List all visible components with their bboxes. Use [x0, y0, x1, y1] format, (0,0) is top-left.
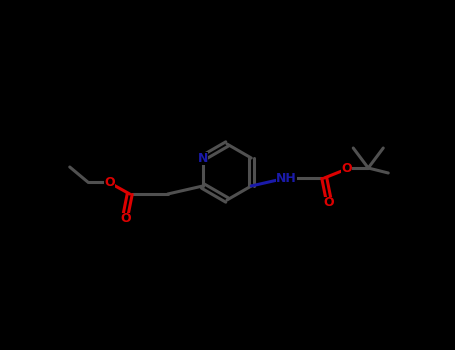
Text: O: O	[105, 175, 115, 189]
Text: N: N	[197, 152, 208, 164]
Text: NH: NH	[276, 172, 297, 184]
Text: O: O	[121, 212, 131, 225]
Text: O: O	[323, 196, 334, 210]
Text: O: O	[341, 161, 352, 175]
